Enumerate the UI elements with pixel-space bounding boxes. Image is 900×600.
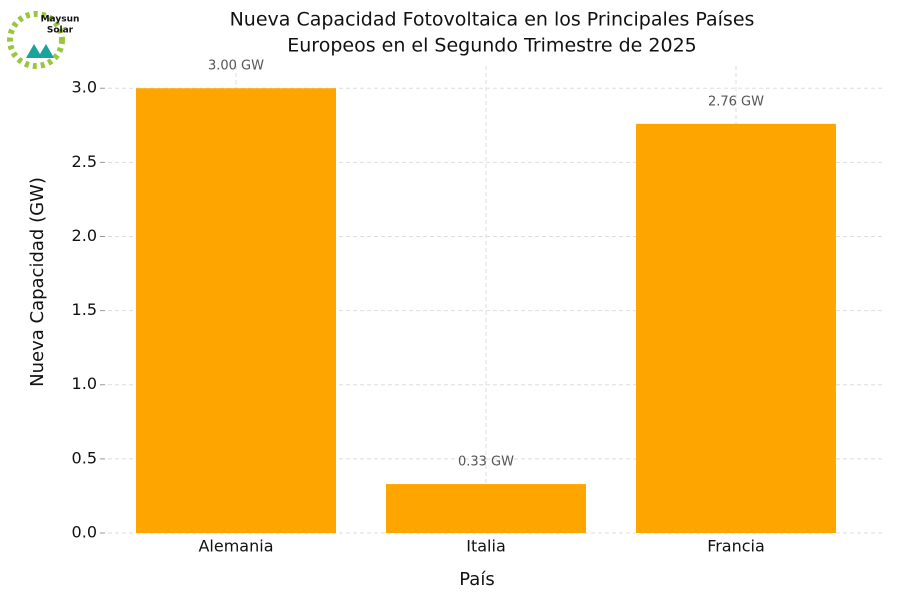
logo-mark <box>26 44 54 58</box>
logo: Maysun Solar <box>7 11 80 69</box>
bar <box>636 123 836 534</box>
chart-title: Europeos en el Segundo Trimestre de 2025 <box>287 35 697 57</box>
x-axis-label: País <box>459 569 494 590</box>
x-tick-label: Francia <box>707 537 765 556</box>
chart-title: Nueva Capacidad Fotovoltaica en los Prin… <box>230 9 755 31</box>
y-tick-label: 2.5 <box>72 152 97 171</box>
y-tick-label: 0.5 <box>72 448 97 467</box>
logo-text: Maysun <box>41 15 80 25</box>
value-label: 3.00 GW <box>208 59 264 74</box>
x-tick-label: Alemania <box>198 537 273 556</box>
y-tick-label: 2.0 <box>72 226 97 245</box>
value-label: 0.33 GW <box>458 455 514 470</box>
bar <box>136 88 336 533</box>
y-tick-label: 3.0 <box>72 78 97 97</box>
y-axis-label: Nueva Capacidad (GW) <box>27 177 48 387</box>
y-tick-label: 1.5 <box>72 300 97 319</box>
logo-ring <box>7 11 65 69</box>
y-tick-label: 1.0 <box>72 374 97 393</box>
y-tick-label: 0.0 <box>72 523 97 542</box>
logo-text: Solar <box>47 26 74 36</box>
bar <box>386 484 586 533</box>
value-label: 2.76 GW <box>708 94 764 109</box>
x-tick-label: Italia <box>466 537 506 556</box>
